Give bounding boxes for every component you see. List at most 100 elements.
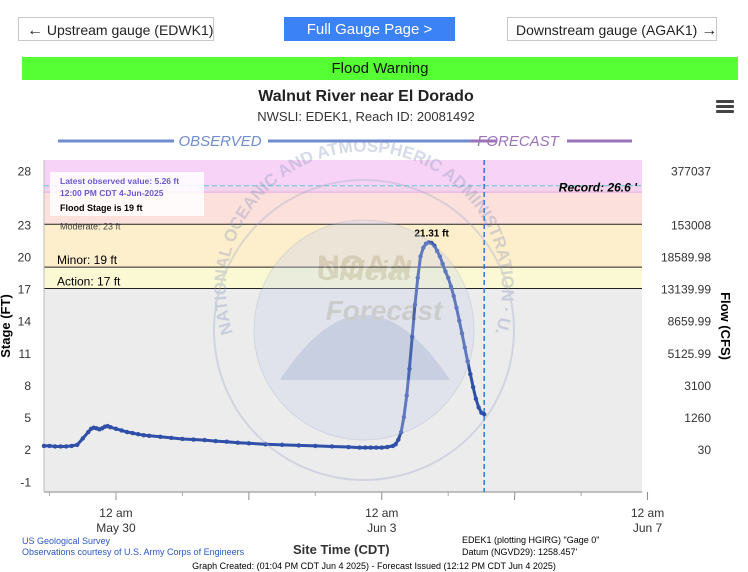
y-tick-label: 11 [19, 347, 32, 361]
stage-point [180, 436, 185, 442]
stage-point [379, 445, 384, 450]
stage-point [421, 245, 426, 251]
stage-point [432, 243, 437, 248]
stage-point [481, 412, 487, 417]
stage-point [462, 345, 468, 350]
flood-stage-label: Flood Stage is 19 ft [60, 203, 143, 213]
stage-point [279, 442, 285, 448]
stage-point [362, 445, 368, 450]
y2-tick-label: 8659.99 [668, 315, 712, 329]
stage-point [396, 437, 401, 442]
stage-point [313, 443, 318, 449]
x-tick-date: May 30 [96, 521, 136, 535]
y-tick-label: 5 [24, 411, 31, 425]
action-label: Action: 17 ft [57, 275, 121, 289]
y2-tick-label: 5125.99 [668, 347, 712, 361]
stage-point [437, 254, 443, 259]
seal-bird [280, 315, 450, 380]
stage-point [202, 437, 207, 443]
stage-point [235, 440, 240, 445]
y2-tick-label: 30 [698, 443, 712, 457]
stage-point [374, 445, 379, 450]
stage-point [213, 438, 218, 444]
stage-point [443, 269, 448, 274]
minor-label: Minor: 19 ft [57, 253, 118, 267]
normal-band [44, 288, 642, 492]
full-gauge-page-button[interactable]: Full Gauge Page > [284, 17, 455, 41]
action-band [44, 267, 642, 289]
y2-tick-label: 1260 [684, 411, 711, 425]
stage-point [465, 359, 470, 364]
upstream-gauge-label: Upstream gauge (EDWK1) [46, 22, 214, 38]
stage-point [429, 240, 434, 246]
watermark-official: Official [317, 255, 413, 286]
stage-point [401, 414, 407, 420]
arrow-left-icon: ← [27, 22, 43, 39]
stage-point [52, 444, 58, 449]
forecast-label: FORECAST [477, 133, 561, 150]
upstream-gauge-button[interactable]: ← Upstream gauge (EDWK1) [18, 17, 214, 41]
observed-label: OBSERVED [178, 133, 261, 150]
stage-point [47, 443, 52, 449]
stage-point [454, 305, 459, 310]
downstream-gauge-label: Downstream gauge (AGAK1) [516, 22, 698, 38]
y-tick-label: 14 [18, 315, 32, 329]
datum-info: Datum (NGVD29): 1258.457' [462, 547, 578, 557]
stage-point [440, 261, 445, 267]
stage-point [41, 443, 47, 449]
y2-tick-label: 18589.98 [661, 250, 711, 264]
stage-point [412, 302, 418, 307]
stage-point [418, 254, 423, 259]
stage-point [393, 442, 398, 447]
downstream-gauge-button[interactable]: Downstream gauge (AGAK1) → [507, 17, 717, 41]
source-usgs-link[interactable]: US Geological Survey [22, 536, 111, 546]
y-tick-label: 23 [18, 218, 32, 232]
stage-point [415, 275, 420, 281]
y-tick-label: 2 [24, 443, 31, 457]
y2-axis-title: Flow (CFS) [718, 292, 733, 360]
stage-point [63, 444, 69, 449]
stage-point [457, 318, 462, 323]
flood-warning-banner: Flood Warning [22, 57, 738, 80]
stage-point [191, 437, 196, 442]
stage-point [263, 442, 268, 447]
stage-point [124, 429, 130, 435]
record-label: Record: 26.6 ' [559, 181, 638, 195]
latest-value-text: Latest observed value: 5.26 ft [60, 176, 179, 186]
hamburger-menu-icon[interactable] [716, 100, 734, 114]
seal-ring [213, 179, 515, 481]
latest-tooltip-bg [50, 172, 204, 216]
stage-point [473, 396, 479, 402]
y-tick-label: 20 [18, 250, 32, 264]
stage-point [410, 334, 415, 339]
x-tick-date: Jun 7 [633, 521, 663, 535]
stage-point [86, 429, 91, 435]
x-tick-label: 12 am [99, 506, 132, 520]
seal-inner [253, 219, 475, 441]
stage-point [470, 384, 476, 390]
stage-point [113, 426, 119, 432]
watermark-noaa: NOAA [317, 249, 411, 285]
stage-point [108, 425, 113, 430]
stage-point [135, 431, 141, 437]
stage-point [468, 371, 473, 377]
x-axis-title: Site Time (CDT) [293, 542, 390, 557]
minor-band [44, 224, 642, 268]
y-axis-title: Stage (FT) [0, 294, 13, 358]
y-tick-label: -1 [20, 475, 31, 489]
graph-created-note: Graph Created: (01:04 PM CDT Jun 4 2025)… [192, 561, 556, 571]
stage-point [329, 444, 335, 449]
stage-point [158, 434, 163, 440]
source-usace-link[interactable]: Observations courtesy of U.S. Army Corps… [22, 547, 245, 557]
x-tick-date: Jun 3 [367, 521, 397, 535]
stage-point [448, 284, 454, 289]
stage-point [357, 445, 362, 450]
chart-subtitle: NWSLI: EDEK1, Reach ID: 20081492 [257, 109, 475, 124]
stage-point [407, 366, 412, 372]
x-tick-label: 12 am [631, 506, 664, 520]
y2-tick-label: 377037 [671, 165, 711, 179]
stage-point [169, 435, 174, 441]
stage-point [80, 436, 85, 441]
stage-point [446, 275, 451, 281]
y-tick-label: 8 [24, 379, 31, 393]
